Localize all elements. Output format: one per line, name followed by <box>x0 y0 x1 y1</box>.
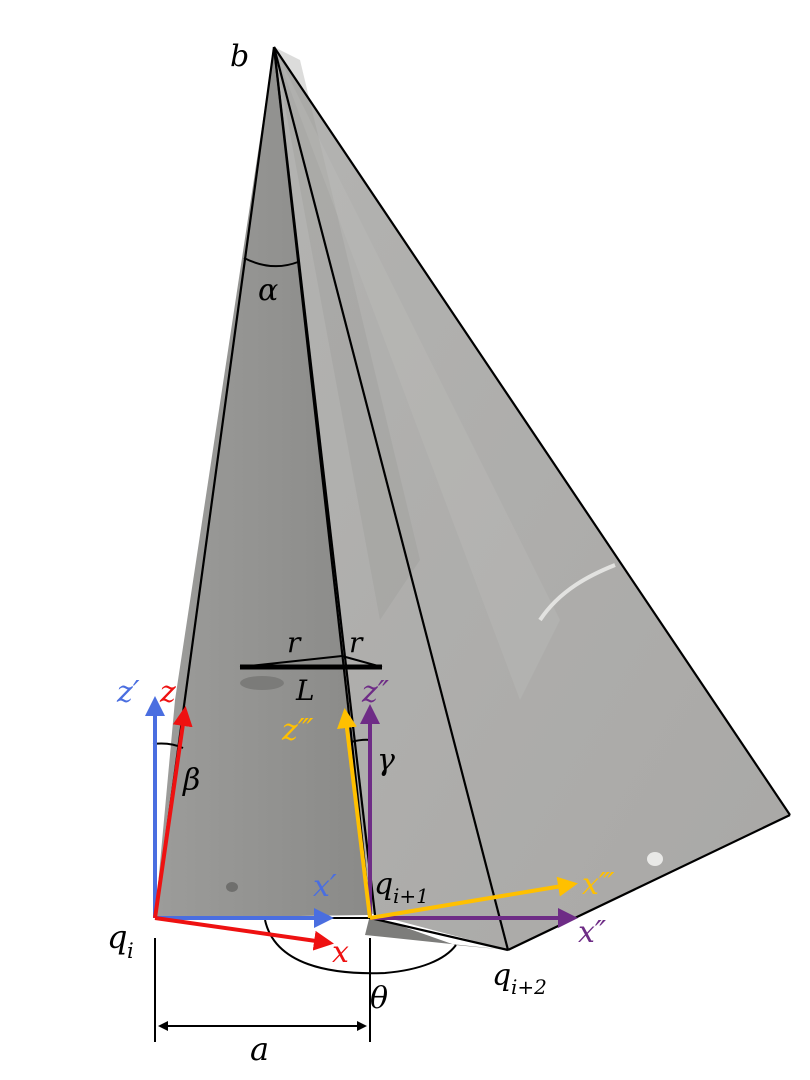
hole-left <box>240 676 284 690</box>
label-qi-base: q <box>107 918 127 956</box>
edge-crease-3 <box>272 46 510 951</box>
label-x-tprime: x‴ <box>582 867 615 902</box>
axis-x-arrow <box>154 916 334 951</box>
label-qi-sub: i <box>127 939 134 963</box>
label-qi1-sub: i+1 <box>393 884 429 908</box>
label-L: L <box>295 674 315 707</box>
label-z-dprime: z″ <box>361 675 390 710</box>
edge-bottom-flap <box>369 916 509 952</box>
axis-z-tprime-arrow <box>337 708 372 919</box>
fold-edges <box>153 46 791 952</box>
label-a: a <box>250 1030 269 1068</box>
hole-bottom <box>226 882 238 892</box>
edge-right <box>273 46 791 816</box>
label-z-prime: z′ <box>116 675 140 710</box>
label-qi1: q i+1 <box>374 867 429 908</box>
label-z-tprime: z‴ <box>281 713 314 748</box>
label-qi2: q i+2 <box>492 958 547 999</box>
axes-qi <box>145 696 334 951</box>
label-theta: θ <box>370 981 388 1016</box>
axis-z-arrow <box>153 706 193 919</box>
panel-left <box>155 47 370 918</box>
label-qi2-base: q <box>492 958 511 993</box>
fold-panels <box>155 47 790 950</box>
text-labels: b α r r L z′ z β z″ z‴ γ x′ x x‴ x″ θ a … <box>107 39 615 1068</box>
label-qi1-base: q <box>374 867 393 902</box>
alpha-arc <box>243 257 299 268</box>
panel-shade-band-2 <box>274 47 560 700</box>
label-beta: β <box>182 763 200 798</box>
axes-qi1 <box>337 704 578 928</box>
label-r-right: r <box>349 626 364 659</box>
label-apex-b: b <box>230 39 249 74</box>
label-qi2-sub: i+2 <box>511 975 547 999</box>
dimension-a <box>154 938 371 1042</box>
label-gamma: γ <box>377 743 395 778</box>
label-r-left: r <box>287 626 302 659</box>
axis-x-tprime-arrow <box>369 876 578 920</box>
segment-r-left <box>239 655 343 668</box>
wire-mark <box>538 563 616 622</box>
label-z: z <box>159 675 176 710</box>
label-x-prime: x′ <box>313 869 337 904</box>
label-qi: q i <box>107 918 134 963</box>
edge-right-bottom <box>507 814 791 951</box>
segment-r-right <box>341 655 383 668</box>
label-alpha: α <box>258 273 278 308</box>
label-x: x <box>332 935 349 970</box>
theta-arc <box>264 919 457 975</box>
label-x-dprime: x″ <box>578 915 607 950</box>
panel-right <box>274 47 790 950</box>
rl-triangle <box>239 655 383 670</box>
hole-right <box>647 852 663 866</box>
edge-crease-2 <box>272 46 377 916</box>
